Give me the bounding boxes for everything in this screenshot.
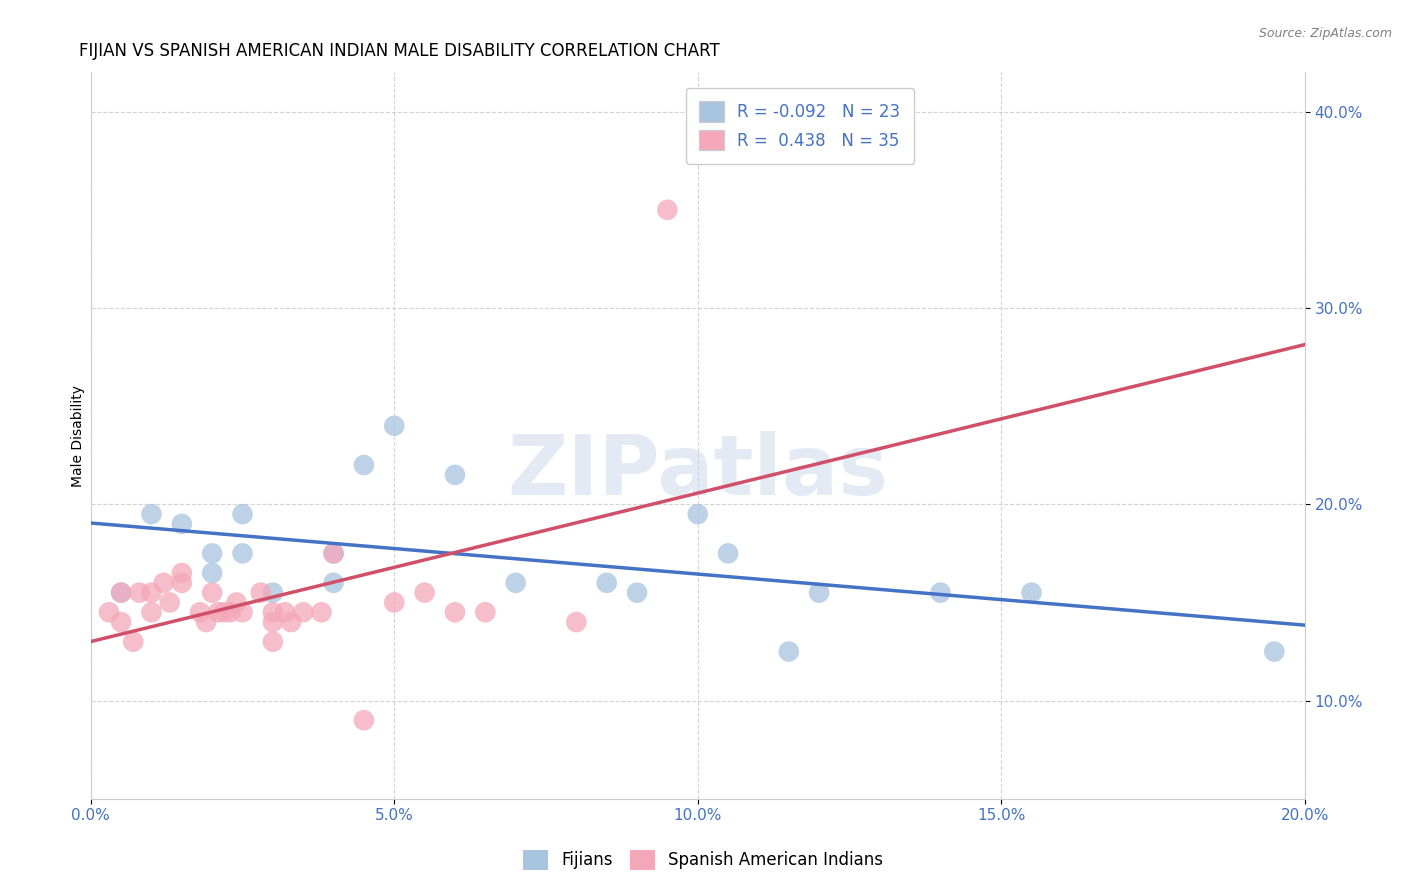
Point xyxy=(382,418,405,433)
Point xyxy=(322,546,344,560)
Point xyxy=(1263,644,1285,658)
Point xyxy=(141,605,163,619)
Point xyxy=(626,585,648,599)
Point xyxy=(262,585,284,599)
Point xyxy=(444,605,467,619)
Point xyxy=(322,546,344,560)
Point xyxy=(778,644,800,658)
Point xyxy=(595,575,617,590)
Point xyxy=(214,605,236,619)
Point xyxy=(110,615,132,629)
Point xyxy=(225,595,247,609)
Point xyxy=(231,546,253,560)
Point xyxy=(141,585,163,599)
Text: FIJIAN VS SPANISH AMERICAN INDIAN MALE DISABILITY CORRELATION CHART: FIJIAN VS SPANISH AMERICAN INDIAN MALE D… xyxy=(79,42,720,60)
Point xyxy=(110,585,132,599)
Point xyxy=(280,615,302,629)
Point xyxy=(353,458,375,472)
Point xyxy=(170,566,193,580)
Point xyxy=(262,605,284,619)
Point xyxy=(262,634,284,648)
Point xyxy=(159,595,181,609)
Point xyxy=(505,575,527,590)
Point xyxy=(201,585,224,599)
Point xyxy=(565,615,588,629)
Point xyxy=(152,575,174,590)
Point xyxy=(141,507,163,521)
Point xyxy=(686,507,709,521)
Point xyxy=(444,467,467,482)
Point xyxy=(170,575,193,590)
Point xyxy=(717,546,740,560)
Point xyxy=(219,605,242,619)
Point xyxy=(382,595,405,609)
Point xyxy=(207,605,229,619)
Point xyxy=(201,546,224,560)
Text: ZIPatlas: ZIPatlas xyxy=(508,432,889,512)
Point xyxy=(657,202,679,217)
Point xyxy=(929,585,952,599)
Point xyxy=(474,605,496,619)
Point xyxy=(311,605,333,619)
Text: Source: ZipAtlas.com: Source: ZipAtlas.com xyxy=(1258,27,1392,40)
Point xyxy=(413,585,436,599)
Point xyxy=(262,615,284,629)
Point xyxy=(98,605,121,619)
Point xyxy=(808,585,831,599)
Point xyxy=(110,585,132,599)
Point xyxy=(170,516,193,531)
Point xyxy=(188,605,211,619)
Point xyxy=(353,713,375,727)
Legend: Fijians, Spanish American Indians: Fijians, Spanish American Indians xyxy=(516,843,890,877)
Point xyxy=(128,585,150,599)
Legend: R = -0.092   N = 23, R =  0.438   N = 35: R = -0.092 N = 23, R = 0.438 N = 35 xyxy=(686,88,914,164)
Point xyxy=(274,605,297,619)
Point xyxy=(322,575,344,590)
Point xyxy=(201,566,224,580)
Y-axis label: Male Disability: Male Disability xyxy=(72,384,86,487)
Point xyxy=(231,605,253,619)
Point xyxy=(195,615,218,629)
Point xyxy=(122,634,145,648)
Point xyxy=(249,585,271,599)
Point xyxy=(1021,585,1043,599)
Point xyxy=(231,507,253,521)
Point xyxy=(292,605,315,619)
